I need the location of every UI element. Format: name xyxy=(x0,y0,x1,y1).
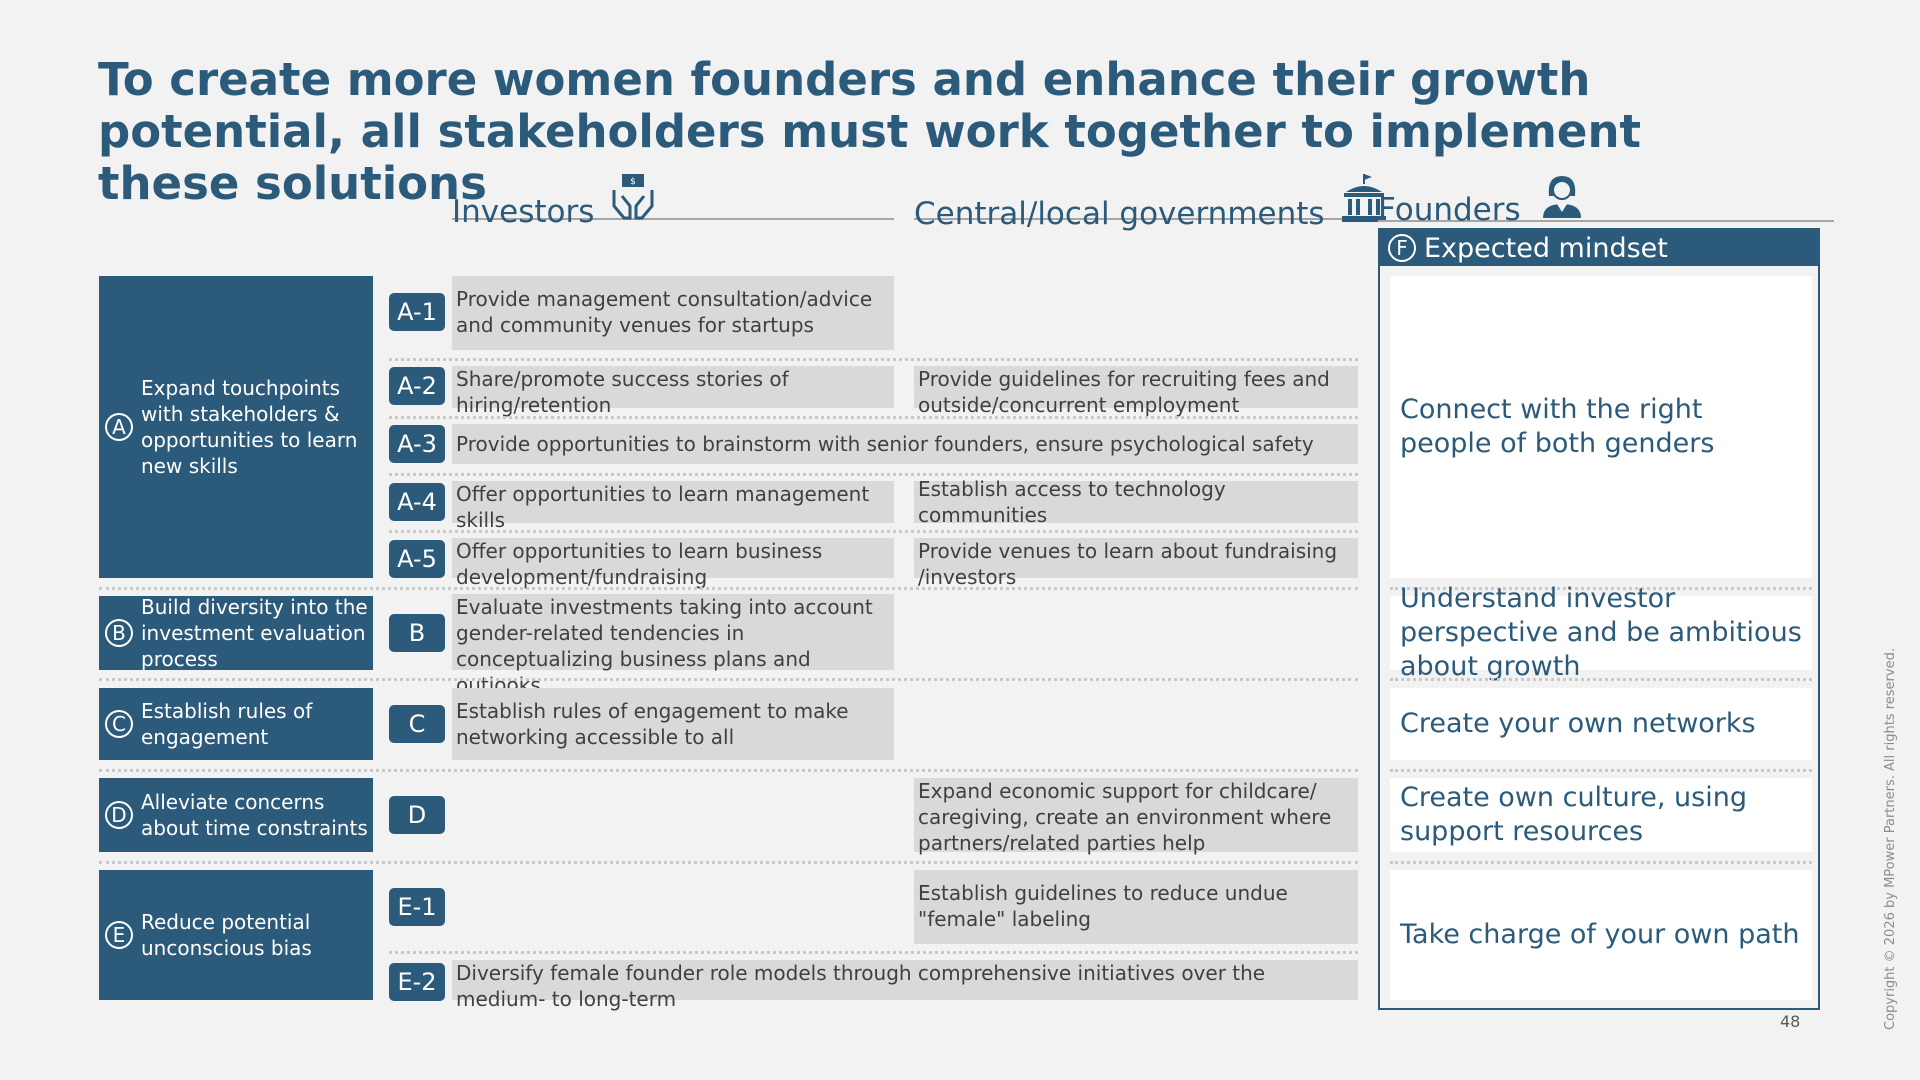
cell-a3-shared: Provide opportunities to brainstorm with… xyxy=(452,424,1358,464)
cell-b-investors: Evaluate investments taking into account… xyxy=(452,594,894,697)
badge-e2: E-2 xyxy=(389,963,445,1001)
svg-text:$: $ xyxy=(630,177,636,187)
founders-letter: F xyxy=(1388,234,1416,262)
founders-separator xyxy=(1390,678,1812,681)
badge-b: B xyxy=(389,614,445,652)
category-b-letter: B xyxy=(105,619,133,647)
founders-item: Connect with the right people of both ge… xyxy=(1390,276,1812,578)
founders-panel-header: F Expected mindset xyxy=(1380,230,1818,266)
page-number: 48 xyxy=(1780,1012,1801,1031)
column-header-investors-label: Investors xyxy=(452,194,595,230)
badge-c: C xyxy=(389,705,445,743)
founders-header-label: Expected mindset xyxy=(1424,232,1668,264)
copyright-notice: Copyright © 2026 by MPower Partners. All… xyxy=(1883,648,1898,1030)
money-hands-icon: $ xyxy=(610,172,656,232)
founders-item: Understand investor perspective and be a… xyxy=(1390,583,1812,682)
row-separator xyxy=(389,358,1358,361)
category-e-letter: E xyxy=(105,921,133,949)
cell-e2-shared: Diversify female founder role models thr… xyxy=(452,960,1358,1011)
category-c-letter: C xyxy=(105,710,133,738)
cell-e1-governments: Establish guidelines to reduce undue "fe… xyxy=(914,870,1358,944)
category-e-label: Reduce potential unconscious bias xyxy=(141,910,312,960)
badge-a2: A-2 xyxy=(389,367,445,405)
category-b: B Build diversity into the investment ev… xyxy=(99,595,373,671)
column-header-governments-label: Central/local governments xyxy=(914,196,1325,232)
category-c-label: Establish rules of engagement xyxy=(141,699,313,749)
cell-a4-governments: Establish access to technology communiti… xyxy=(914,477,1358,527)
row-separator xyxy=(389,530,1358,533)
cell-a2-investors: Share/promote success stories of hiring/… xyxy=(452,366,894,417)
government-building-icon xyxy=(1340,172,1388,234)
category-d-letter: D xyxy=(105,801,133,829)
category-separator xyxy=(99,678,1358,681)
column-header-investors: Investors $ xyxy=(452,172,894,230)
category-a-letter: A xyxy=(105,413,133,441)
page-title: To create more women founders and enhanc… xyxy=(98,53,1641,210)
category-d: D Alleviate concerns about time constrai… xyxy=(99,778,373,852)
badge-a4: A-4 xyxy=(389,483,445,521)
founders-item: Create own culture, using support resour… xyxy=(1390,778,1812,852)
category-separator xyxy=(99,861,1358,864)
category-a: A Expand touchpoints with stakeholders &… xyxy=(99,276,373,578)
cell-a5-investors: Offer opportunities to learn business de… xyxy=(452,538,894,589)
badge-a5: A-5 xyxy=(389,540,445,578)
founders-item: Create your own networks xyxy=(1390,688,1812,760)
category-separator xyxy=(99,587,1358,590)
founders-separator xyxy=(1390,769,1812,772)
badge-d: D xyxy=(389,796,445,834)
row-separator xyxy=(389,416,1358,419)
category-d-label: Alleviate concerns about time constraint… xyxy=(141,790,368,840)
badge-e1: E-1 xyxy=(389,888,445,926)
row-separator xyxy=(389,473,1358,476)
woman-founder-icon xyxy=(1537,172,1587,230)
category-b-label: Build diversity into the investment eval… xyxy=(141,595,368,671)
column-header-governments: Central/local governments xyxy=(914,172,1387,232)
founders-item: Take charge of your own path xyxy=(1390,870,1812,1000)
category-c: C Establish rules of engagement xyxy=(99,688,373,760)
cell-a2-governments: Provide guidelines for recruiting fees a… xyxy=(914,366,1358,417)
column-header-founders: Founders xyxy=(1378,172,1834,228)
badge-a1: A-1 xyxy=(389,293,445,331)
cell-d-governments: Expand economic support for childcare/ c… xyxy=(914,778,1358,855)
founders-separator xyxy=(1390,861,1812,864)
badge-a3: A-3 xyxy=(389,425,445,463)
cell-a5-governments: Provide venues to learn about fundraisin… xyxy=(914,538,1358,589)
category-a-label: Expand touchpoints with stakeholders & o… xyxy=(141,376,358,478)
category-e: E Reduce potential unconscious bias xyxy=(99,870,373,1000)
column-header-founders-label: Founders xyxy=(1378,192,1521,228)
cell-c-investors: Establish rules of engagement to make ne… xyxy=(452,688,894,760)
founders-separator xyxy=(1390,587,1812,590)
row-separator xyxy=(389,951,1358,954)
category-separator xyxy=(99,769,1358,772)
cell-a1-investors: Provide management consultation/advice a… xyxy=(452,276,894,350)
cell-a4-investors: Offer opportunities to learn management … xyxy=(452,481,894,532)
